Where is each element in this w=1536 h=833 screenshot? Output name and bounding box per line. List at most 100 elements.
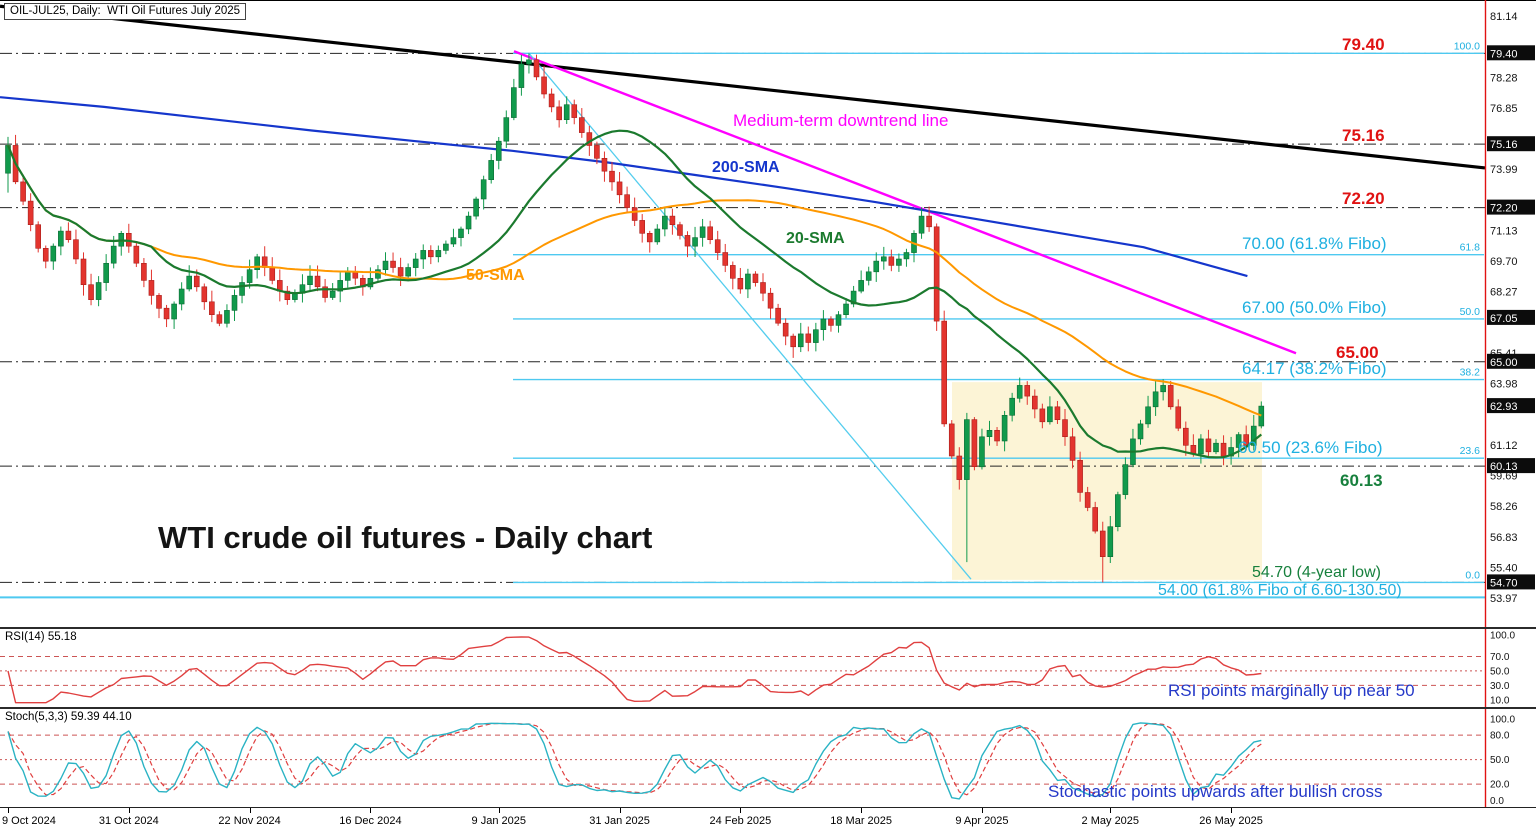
candle-body bbox=[1160, 385, 1166, 393]
candle-body bbox=[964, 419, 970, 480]
main-chart-canvas[interactable]: 100.0 61.8 50.0 38.2 23.6 0.0 Medium-term down… bbox=[0, 0, 1536, 627]
resistance-79-label: 79.40 bbox=[1342, 35, 1385, 54]
candle-body bbox=[948, 423, 955, 457]
date-label: 16 Dec 2024 bbox=[339, 815, 402, 827]
candle-body bbox=[50, 245, 57, 262]
stoch-pane[interactable]: 100.0 80.0 50.0 20.0 0.0 Stochastic points up… bbox=[0, 709, 1536, 807]
candle-body bbox=[775, 307, 781, 324]
date-tick bbox=[740, 808, 742, 813]
candle-body bbox=[677, 224, 683, 236]
candle-body bbox=[382, 260, 389, 271]
price-axis-label: 71.13 bbox=[1490, 226, 1518, 238]
candle-body bbox=[578, 117, 585, 133]
candle-body bbox=[941, 320, 948, 425]
chart-title: WTI crude oil futures - Daily chart bbox=[158, 520, 652, 555]
candle-body bbox=[1122, 464, 1129, 495]
candle-body bbox=[541, 76, 547, 95]
candle-body bbox=[926, 215, 932, 228]
main-chart-pane[interactable]: 100.0 61.8 50.0 38.2 23.6 0.0 Medium-term down… bbox=[0, 0, 1536, 627]
candle-body bbox=[65, 230, 72, 241]
candle-body bbox=[375, 269, 381, 279]
short-term-trendline bbox=[528, 52, 972, 580]
rsi-canvas[interactable]: 100.0 70.0 50.0 30.0 10.0 RSI points marginal… bbox=[0, 629, 1536, 707]
candle-body bbox=[994, 429, 1000, 442]
candle-body bbox=[133, 245, 140, 264]
price-axis-label: 81.14 bbox=[1490, 11, 1518, 23]
candle-body bbox=[835, 314, 842, 326]
candle-body bbox=[450, 237, 457, 245]
date-axis[interactable]: 9 Oct 2024 31 Oct 2024 22 Nov 2024 16 Dec 2… bbox=[0, 807, 1536, 833]
candle-body bbox=[699, 226, 706, 238]
fibo-67-label: 67.00 (50.0% Fibo) bbox=[1242, 298, 1387, 317]
panel-separator[interactable] bbox=[0, 627, 1536, 629]
candle-body bbox=[458, 228, 464, 238]
candle-body bbox=[284, 290, 291, 301]
candle-body bbox=[186, 275, 192, 290]
candle-body bbox=[209, 301, 215, 315]
candle-body bbox=[231, 295, 238, 311]
price-axis-label: 58.26 bbox=[1490, 501, 1518, 513]
candle-body bbox=[269, 267, 276, 281]
candle-body bbox=[443, 243, 449, 251]
candle-body bbox=[178, 288, 185, 305]
candle-body bbox=[956, 455, 963, 480]
date-tick bbox=[981, 808, 983, 813]
candle-body bbox=[669, 215, 676, 226]
stoch-axis-label: 20.0 bbox=[1490, 780, 1510, 791]
panel-separator[interactable] bbox=[0, 707, 1536, 709]
price-axis-label: 76.85 bbox=[1490, 103, 1518, 115]
candle-body bbox=[473, 198, 479, 217]
candle-body bbox=[828, 318, 834, 326]
price-axis-label-box bbox=[1487, 136, 1535, 152]
price-axis-label: 53.97 bbox=[1490, 593, 1518, 605]
price-axis-label-box bbox=[1487, 309, 1535, 325]
price-axis-label: 69.70 bbox=[1490, 256, 1518, 268]
candle-body bbox=[465, 215, 472, 230]
candle-body bbox=[216, 314, 223, 324]
candle-body bbox=[692, 237, 698, 247]
candle-body bbox=[171, 303, 177, 320]
candle-body bbox=[571, 104, 578, 118]
date-tick bbox=[1110, 808, 1112, 813]
candle-body bbox=[1084, 492, 1091, 508]
candle-body bbox=[820, 318, 827, 330]
date-label: 22 Nov 2024 bbox=[218, 815, 281, 827]
stoch-axis-label: 100.0 bbox=[1490, 714, 1515, 725]
price-axis-label: 56.83 bbox=[1490, 532, 1518, 544]
level-65-label: 65.00 bbox=[1336, 343, 1379, 362]
price-axis-label-box bbox=[1487, 199, 1535, 215]
price-axis-label: 59.69 bbox=[1490, 471, 1518, 483]
medium-term-downtrend-line bbox=[513, 50, 1297, 355]
candle-body bbox=[624, 194, 630, 208]
stoch-canvas[interactable]: 100.0 80.0 50.0 20.0 0.0 Stochastic points up… bbox=[0, 709, 1536, 807]
candle-body bbox=[609, 170, 615, 183]
candle-body bbox=[397, 267, 404, 277]
candle-body bbox=[239, 282, 245, 296]
candle-body bbox=[224, 310, 230, 324]
fibo-percentage-label: 100.0 bbox=[1454, 40, 1480, 52]
candle-body bbox=[329, 290, 336, 298]
candle-body bbox=[639, 220, 646, 234]
candle-body bbox=[533, 59, 540, 78]
rsi-pane[interactable]: 100.0 70.0 50.0 30.0 10.0 RSI points marginal… bbox=[0, 629, 1536, 707]
price-axis-label: 73.99 bbox=[1490, 164, 1518, 176]
candle-body bbox=[1205, 438, 1212, 453]
date-tick bbox=[861, 808, 863, 813]
candle-body bbox=[662, 215, 668, 230]
candle-body bbox=[1115, 494, 1121, 528]
candle-body bbox=[1183, 427, 1189, 446]
stoch-annotation: Stochastic points upwards after bullish … bbox=[1048, 782, 1383, 801]
candle-body bbox=[631, 207, 638, 221]
stoch-axis-label: 0.0 bbox=[1490, 796, 1504, 807]
rsi-label: RSI(14) 55.18 bbox=[5, 631, 77, 643]
date-tick bbox=[1231, 808, 1233, 813]
candle-body bbox=[1235, 434, 1242, 448]
price-axis-label: 55.40 bbox=[1490, 562, 1518, 574]
candle-body bbox=[616, 181, 623, 196]
candle-body bbox=[1198, 438, 1204, 455]
rsi-annotation: RSI points marginally up near 50 bbox=[1168, 681, 1415, 700]
candle-body bbox=[518, 63, 525, 88]
sma20-label: 20-SMA bbox=[786, 230, 845, 247]
price-axis-label: 75.16 bbox=[1490, 139, 1518, 151]
